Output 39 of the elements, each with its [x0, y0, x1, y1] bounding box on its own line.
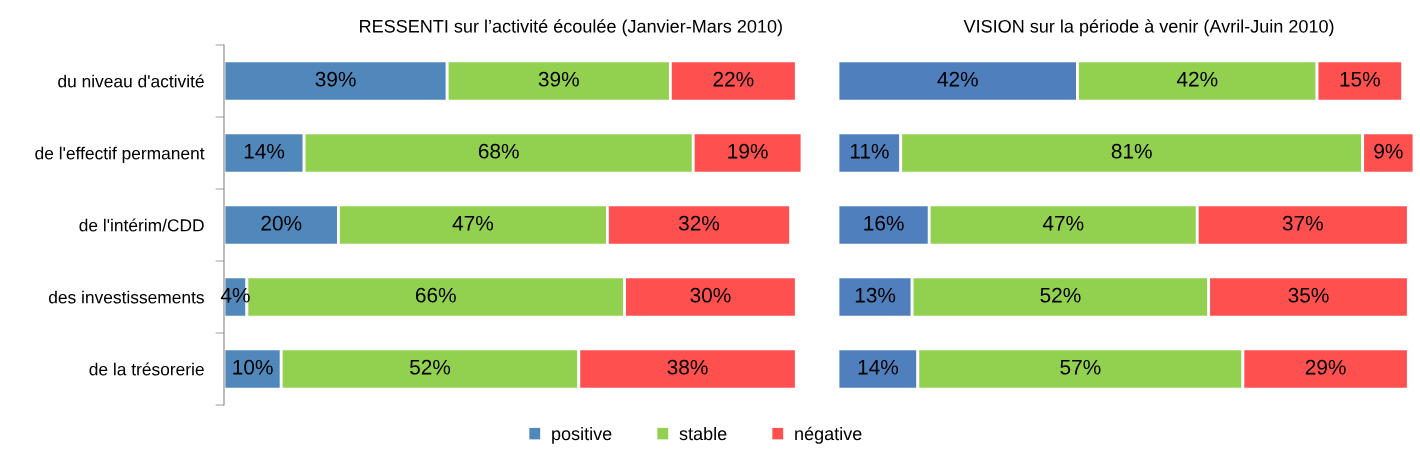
data-label: 35% [1288, 287, 1329, 303]
data-label: 81% [1111, 143, 1152, 159]
data-label: 9% [1374, 143, 1403, 159]
data-label: 22% [713, 71, 754, 87]
data-label: 42% [937, 71, 978, 87]
data-label: 15% [1340, 71, 1380, 87]
data-label: 20% [261, 215, 302, 231]
legend-label: stable [679, 426, 727, 441]
data-label: 29% [1305, 359, 1346, 375]
data-label: 39% [315, 71, 356, 87]
chart-title: RESSENTI sur l’activité écoulée (Janvier-Mars 2010) [360, 19, 782, 37]
data-label: 47% [452, 215, 494, 231]
y-tick-label: de l'intérim/CDD [79, 218, 204, 232]
data-label: 42% [1176, 71, 1218, 87]
data-label: 57% [1060, 359, 1101, 375]
data-label: 52% [1040, 287, 1081, 303]
data-label: 32% [678, 215, 720, 231]
legend-label: négative [795, 426, 862, 444]
data-label: 68% [478, 143, 519, 159]
data-label: 39% [538, 71, 579, 87]
data-label: 38% [667, 359, 708, 375]
data-label: 52% [410, 359, 451, 375]
data-label: 13% [855, 287, 896, 303]
y-tick-label: du niveau d'activité [58, 74, 204, 88]
y-tick-label: des investissements [48, 290, 204, 304]
data-label: 47% [1042, 215, 1084, 231]
data-label: 19% [728, 143, 768, 159]
data-label: 14% [244, 143, 285, 159]
data-label: 14% [858, 359, 899, 375]
data-label: 66% [415, 287, 456, 303]
chart-title: VISION sur la période à venir (Avril-Juin 2010) [963, 19, 1334, 37]
y-tick-label: de la trésorerie [89, 362, 204, 376]
y-tick-label: de l'effectif permanent [35, 146, 205, 163]
data-label: 10% [233, 359, 273, 375]
data-label: 16% [864, 215, 904, 231]
data-label: 30% [690, 287, 731, 303]
data-label: 37% [1282, 215, 1323, 231]
data-label: 11% [850, 143, 889, 159]
legend-label: positive [552, 426, 612, 444]
